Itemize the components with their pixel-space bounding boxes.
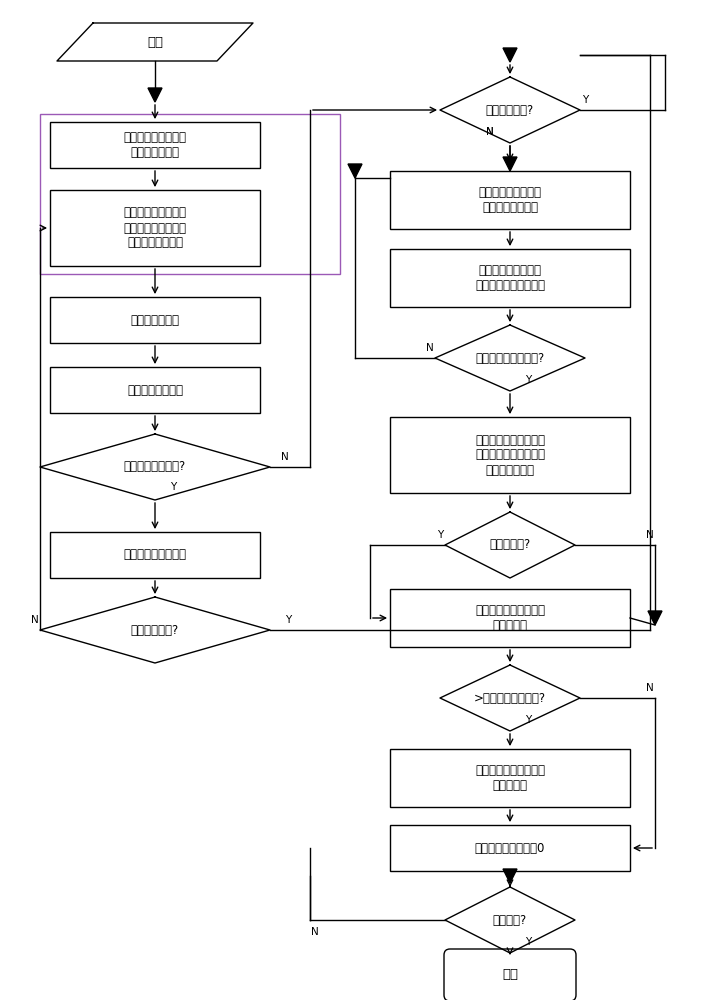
Text: N: N [646, 683, 654, 693]
Text: 结束: 结束 [502, 968, 518, 982]
FancyBboxPatch shape [444, 949, 576, 1000]
Text: Y: Y [582, 95, 588, 105]
Bar [390, 171, 630, 229]
Text: Y: Y [437, 530, 443, 540]
Polygon shape [648, 611, 662, 625]
Text: 根据得到角点像素信
息，判断该点是否匹配: 根据得到角点像素信 息，判断该点是否匹配 [475, 264, 545, 292]
Bar [390, 417, 630, 493]
Polygon shape [503, 48, 517, 62]
Text: 初步提取粗角点: 初步提取粗角点 [130, 314, 180, 326]
Polygon shape [503, 869, 517, 883]
Text: 利用感兴趣区域蒙版
与原图像逻辑操作得
到感兴趣区域图像: 利用感兴趣区域蒙版 与原图像逻辑操作得 到感兴趣区域图像 [123, 207, 187, 249]
Text: 根据匹配过程中统计的
匹配情况判断是否达到
对应的匹配标准: 根据匹配过程中统计的 匹配情况判断是否达到 对应的匹配标准 [475, 434, 545, 477]
Bar [40, 114, 340, 274]
Bar [50, 532, 260, 578]
Text: Y: Y [285, 615, 291, 625]
Text: 输出不匹配信息，未匹
配帧数加一: 输出不匹配信息，未匹 配帧数加一 [475, 604, 545, 632]
Bar [390, 249, 630, 307]
Text: 角点去伪筛选操作: 角点去伪筛选操作 [127, 383, 183, 396]
Text: N: N [486, 127, 494, 137]
Text: N: N [31, 615, 39, 625]
Text: >连续异常帧数阈值?: >连续异常帧数阈值? [474, 692, 546, 704]
Text: 开始: 开始 [147, 35, 163, 48]
Text: N: N [646, 530, 654, 540]
Polygon shape [148, 88, 162, 102]
Polygon shape [348, 164, 362, 178]
Bar [50, 367, 260, 413]
Bar [50, 122, 260, 168]
Text: N: N [426, 343, 434, 353]
Text: 根据感兴趣区域制作
感兴趣区域蒙版: 根据感兴趣区域制作 感兴趣区域蒙版 [123, 131, 187, 159]
Text: N: N [281, 452, 289, 462]
Text: N: N [311, 927, 319, 937]
Text: Y: Y [525, 937, 531, 947]
Text: 视频完毕?: 视频完毕? [493, 914, 527, 926]
Bar [50, 297, 260, 343]
Text: 制作角点集匹配模板: 制作角点集匹配模板 [123, 548, 187, 562]
Text: 模板训练完毕?: 模板训练完毕? [131, 624, 179, 637]
Text: 是否制作匹配模板?: 是否制作匹配模板? [124, 460, 186, 474]
Text: N: N [486, 127, 494, 137]
Text: 读取匹配模板中角点
对应位置像素信息: 读取匹配模板中角点 对应位置像素信息 [479, 186, 541, 214]
Text: 连续异常帧数计数置0: 连续异常帧数计数置0 [474, 842, 545, 854]
Bar [50, 190, 260, 266]
Text: Y: Y [525, 375, 531, 385]
Bar [390, 589, 630, 647]
Bar [390, 749, 630, 807]
Text: Y: Y [170, 482, 176, 492]
Bar [390, 825, 630, 871]
Text: Y: Y [525, 715, 531, 725]
Text: 该图像角点匹配完毕?: 该图像角点匹配完毕? [475, 352, 545, 364]
Text: 角点总数超标?: 角点总数超标? [486, 104, 534, 116]
Text: 发生场景变换，通知重
新制作模板: 发生场景变换，通知重 新制作模板 [475, 764, 545, 792]
Text: 该图像匹配?: 该图像匹配? [489, 538, 531, 552]
Polygon shape [503, 157, 517, 171]
